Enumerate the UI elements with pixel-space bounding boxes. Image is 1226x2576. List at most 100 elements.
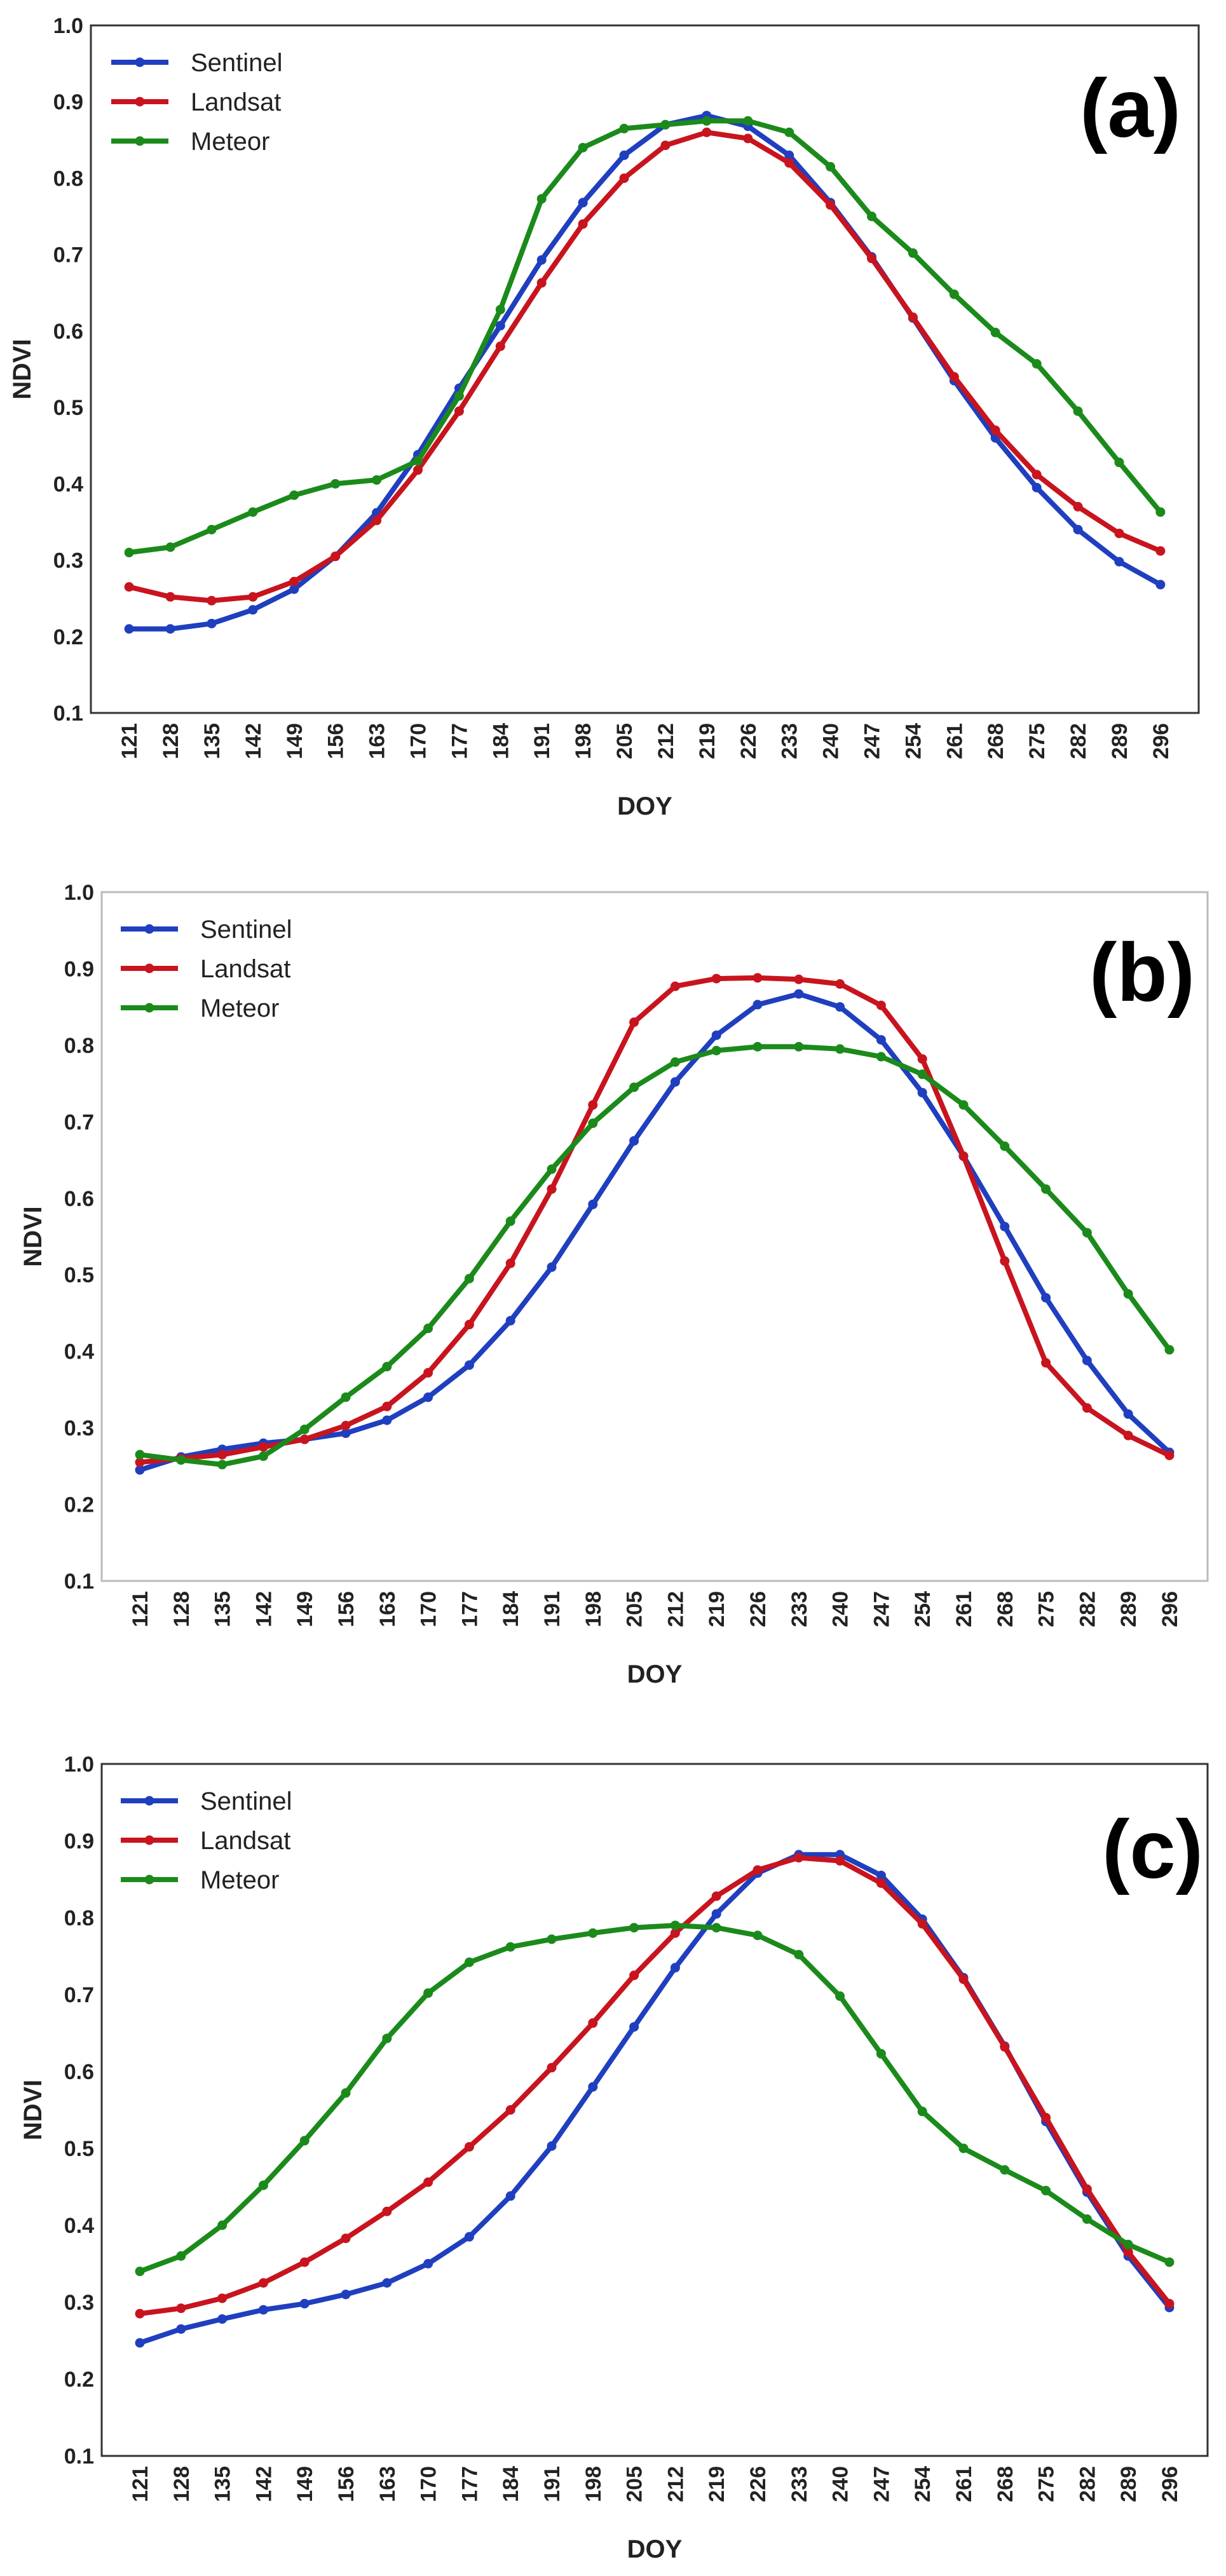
data-point-meteor <box>299 1425 310 1435</box>
data-point-sentinel <box>711 1909 721 1919</box>
series-line-landsat <box>137 975 1172 1465</box>
data-point-meteor <box>794 1949 804 1960</box>
data-point-meteor <box>124 548 134 558</box>
data-point-landsat <box>505 1258 515 1268</box>
y-tick-label: 0.3 <box>64 2291 94 2315</box>
data-point-landsat <box>826 200 836 210</box>
data-point-landsat <box>423 2177 433 2187</box>
x-tick-label: 212 <box>664 1591 688 1627</box>
panel-a: 0.1 0.2 0.3 0.4 0.5 0.6 0.7 0.8 0.9 1.0 121 128 135 1… <box>8 14 1200 820</box>
data-point-meteor <box>867 212 877 222</box>
legend: Sentinel Landsat Meteor <box>121 916 292 1022</box>
data-point-landsat <box>670 1928 680 1938</box>
x-tick-label: 296 <box>1149 723 1173 759</box>
panel-label: (b) <box>1089 926 1195 1019</box>
data-point-landsat <box>165 592 175 602</box>
x-tick-label: 254 <box>901 723 925 759</box>
x-tick-label: 275 <box>1035 2466 1059 2502</box>
x-tick-label: 296 <box>1158 2466 1182 2502</box>
x-tick-label: 219 <box>705 2466 729 2502</box>
data-point-meteor <box>908 248 918 258</box>
data-point-landsat <box>382 1401 392 1411</box>
data-point-landsat <box>454 406 464 416</box>
data-point-sentinel <box>536 255 547 265</box>
data-point-landsat <box>423 1367 433 1378</box>
data-point-meteor <box>835 1991 845 2001</box>
data-point-sentinel <box>588 2082 598 2092</box>
x-tick-label: 177 <box>458 1591 482 1627</box>
data-point-meteor <box>412 456 423 466</box>
x-tick-label: 170 <box>417 2466 441 2502</box>
legend-marker-landsat <box>135 97 145 107</box>
data-point-sentinel <box>629 2022 639 2032</box>
data-point-meteor <box>588 1928 598 1938</box>
x-tick-label: 233 <box>787 2466 812 2502</box>
legend-marker-meteor <box>144 1874 154 1885</box>
legend-marker-landsat <box>144 963 154 973</box>
data-point-sentinel <box>784 150 794 160</box>
data-point-meteor <box>784 127 794 137</box>
y-tick-label: 0.8 <box>64 1034 94 1058</box>
data-point-landsat <box>1000 2042 1010 2052</box>
data-point-sentinel <box>1114 557 1124 567</box>
x-tick-label: 191 <box>540 1591 564 1627</box>
legend-marker-sentinel <box>144 1796 154 1806</box>
legend-label-sentinel: Sentinel <box>200 916 292 944</box>
legend-label-landsat: Landsat <box>200 1827 290 1855</box>
data-point-meteor <box>330 478 341 489</box>
x-tick-label: 163 <box>376 2466 400 2502</box>
data-point-landsat <box>660 140 671 151</box>
panel-label: (a) <box>1080 62 1181 154</box>
data-point-landsat <box>330 552 341 562</box>
data-point-meteor <box>135 2267 145 2277</box>
data-point-landsat <box>217 1449 228 1460</box>
x-tick-label: 268 <box>984 723 1008 759</box>
y-tick-label: 0.2 <box>64 2368 94 2392</box>
y-axis-label: NDVI <box>19 2080 47 2141</box>
data-point-meteor <box>423 1324 433 1334</box>
data-point-meteor <box>1114 458 1124 468</box>
x-tick-label: 135 <box>211 1591 235 1627</box>
data-point-landsat <box>711 1891 721 1901</box>
y-tick-label: 1.0 <box>64 881 94 905</box>
y-tick-label: 0.6 <box>64 2060 94 2084</box>
data-point-sentinel <box>1155 580 1166 590</box>
data-point-landsat <box>1073 501 1083 512</box>
data-point-landsat <box>876 1000 886 1010</box>
legend-label-sentinel: Sentinel <box>200 1787 292 1815</box>
data-point-meteor <box>835 1044 845 1054</box>
panel-b: 0.1 0.2 0.3 0.4 0.5 0.6 0.7 0.8 0.9 1.0 121 128 135 1… <box>19 881 1209 1688</box>
data-point-meteor <box>382 2033 392 2044</box>
data-point-landsat <box>1123 1430 1133 1441</box>
data-point-landsat <box>1000 1256 1010 1266</box>
data-point-sentinel <box>464 1360 474 1370</box>
data-point-meteor <box>949 289 959 299</box>
x-tick-label: 240 <box>819 723 843 759</box>
x-axis-label: DOY <box>627 1660 683 1688</box>
y-axis-label: NDVI <box>8 339 36 400</box>
data-point-meteor <box>207 524 217 534</box>
x-tick-label: 128 <box>170 1591 194 1627</box>
data-point-sentinel <box>753 1000 763 1010</box>
data-point-landsat <box>1114 528 1124 538</box>
x-tick-label: 205 <box>613 723 637 759</box>
legend-marker-meteor <box>135 136 145 146</box>
x-tick-label: 247 <box>861 723 885 759</box>
y-tick-label: 0.2 <box>64 1493 94 1517</box>
x-tick-label: 247 <box>869 2466 894 2502</box>
data-point-landsat <box>794 1853 804 1863</box>
legend-marker-sentinel <box>144 924 154 934</box>
data-point-sentinel <box>341 2289 351 2300</box>
x-tick-label: 135 <box>200 723 224 759</box>
data-point-sentinel <box>547 2141 557 2151</box>
data-point-landsat <box>958 1974 969 1984</box>
data-point-landsat <box>176 2303 186 2314</box>
data-point-landsat <box>784 158 794 168</box>
data-point-sentinel <box>1082 1355 1092 1366</box>
data-point-landsat <box>124 582 134 592</box>
x-tick-label: 296 <box>1158 1591 1182 1627</box>
data-point-sentinel <box>165 624 175 634</box>
data-point-landsat <box>258 2278 268 2288</box>
data-point-meteor <box>341 1392 351 1402</box>
data-point-landsat <box>464 2142 474 2152</box>
